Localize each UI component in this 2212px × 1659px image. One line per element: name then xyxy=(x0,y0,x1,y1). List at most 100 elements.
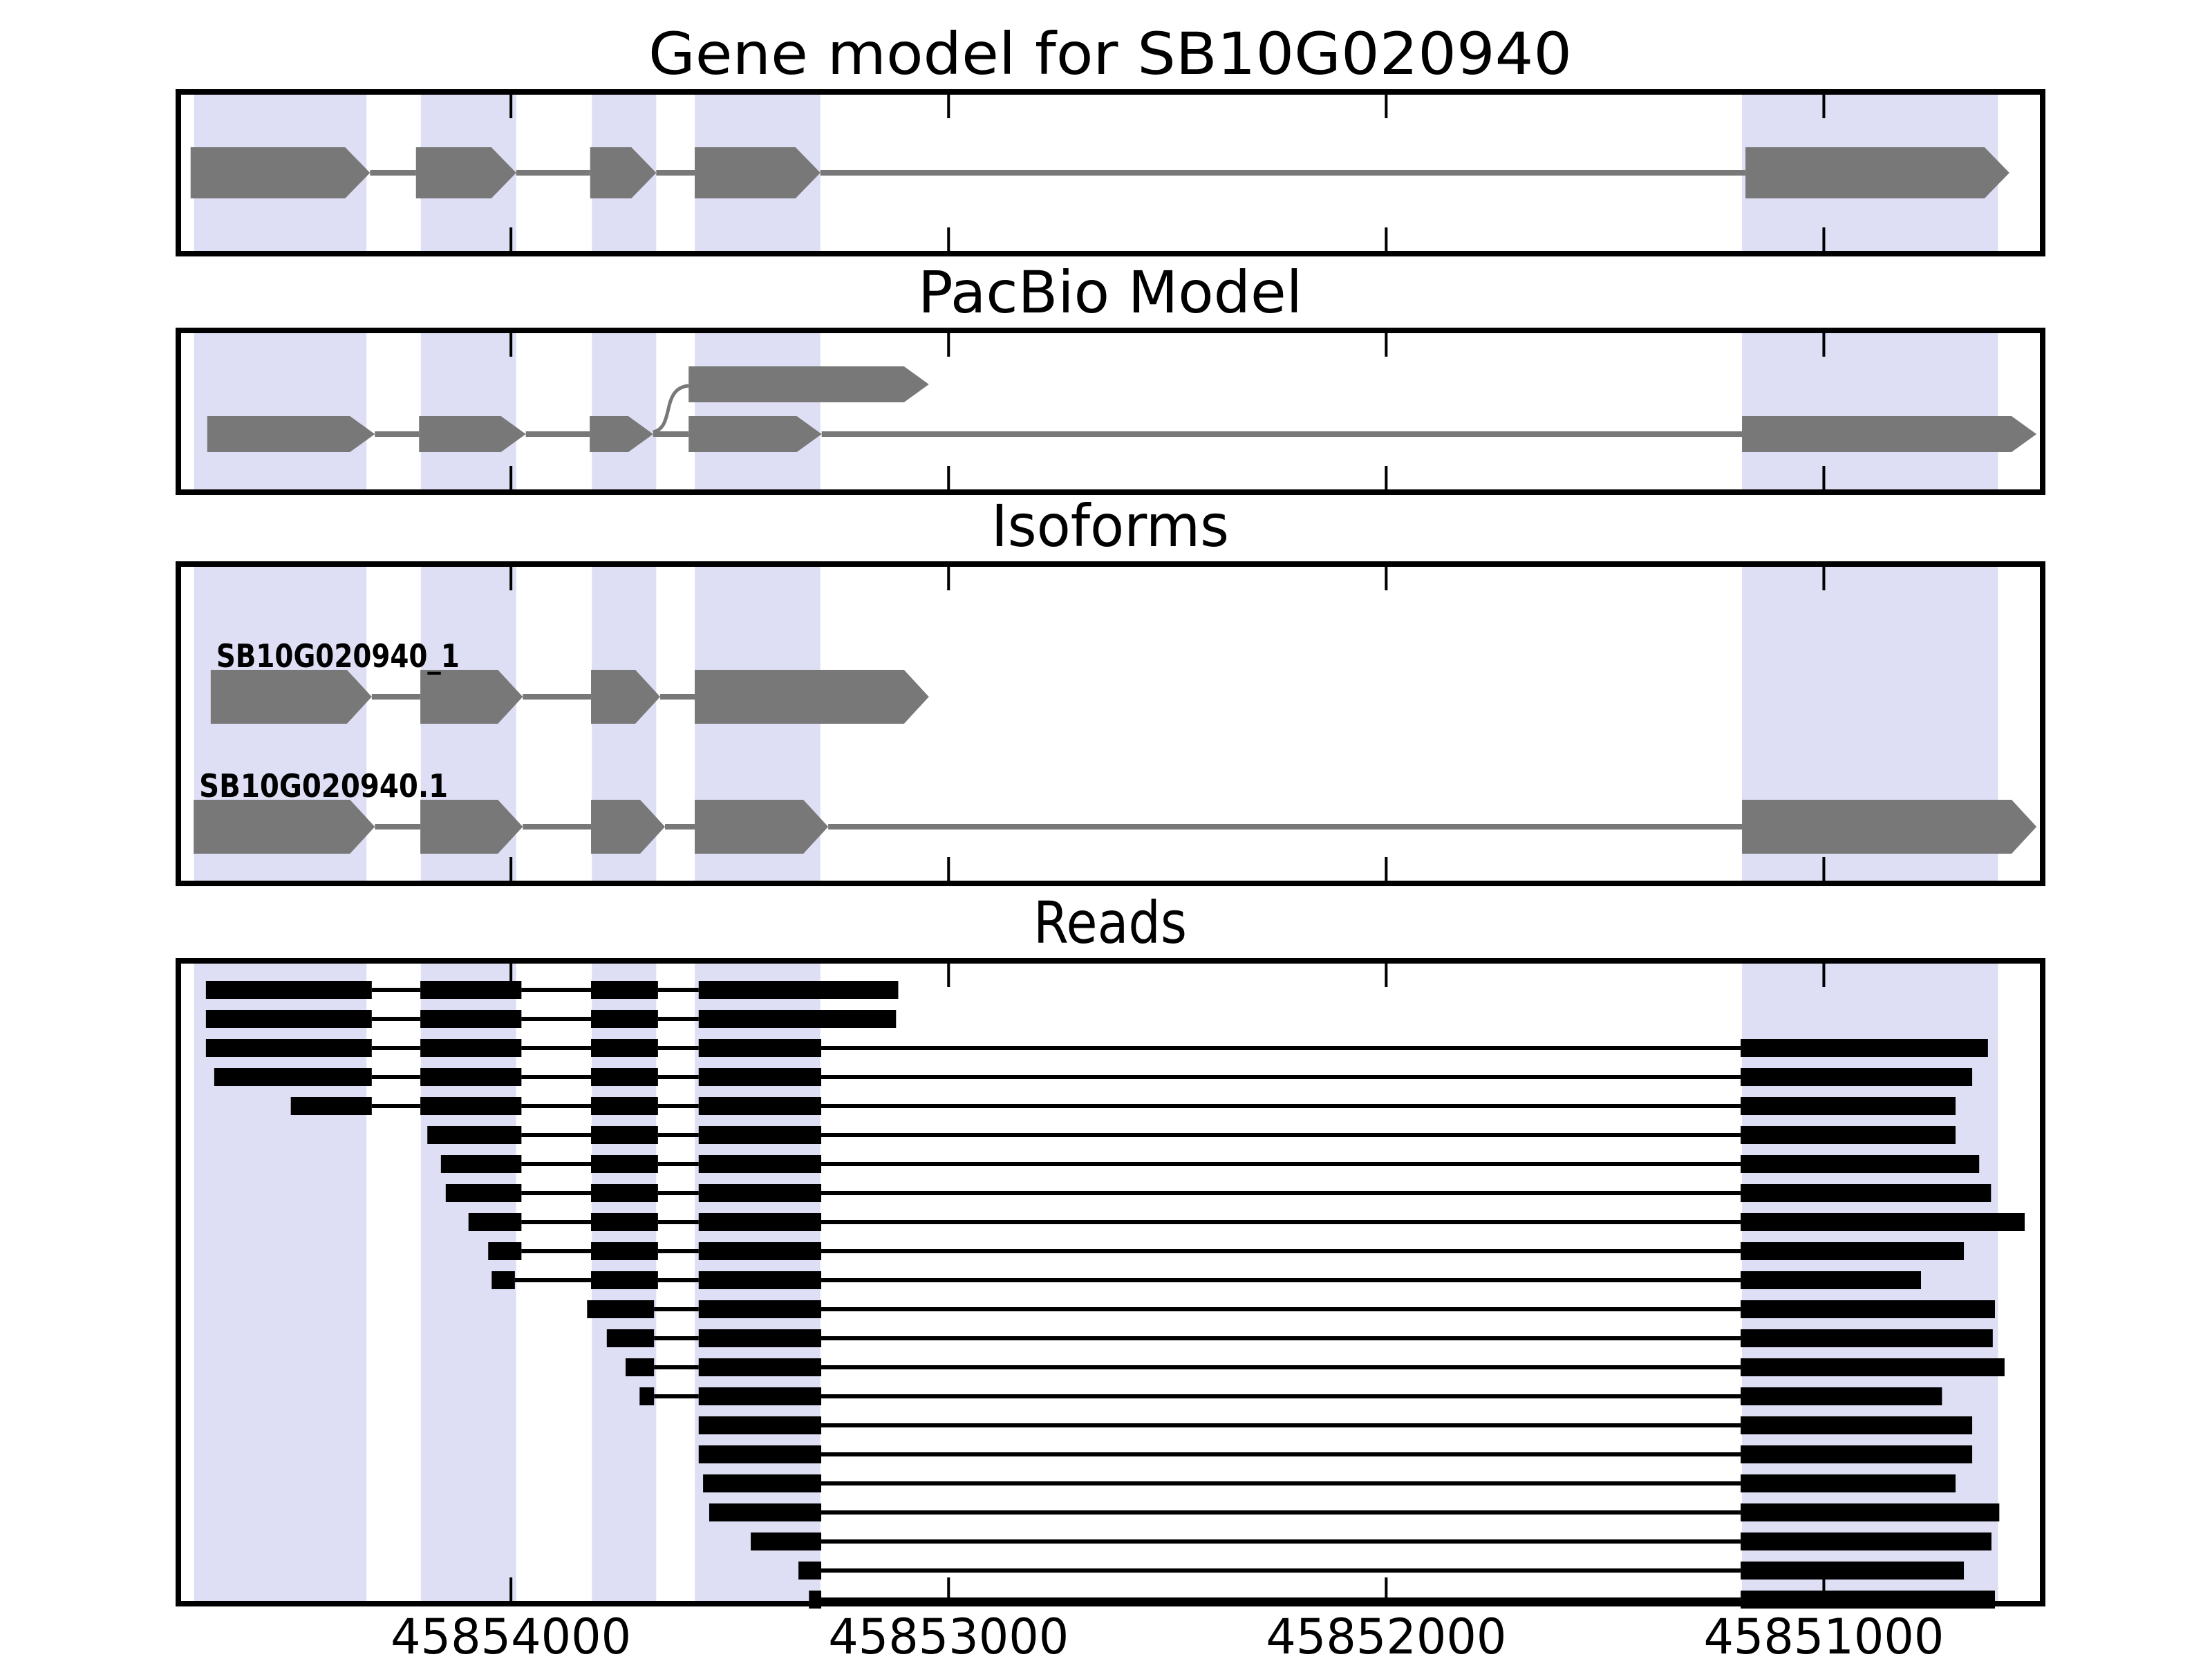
panel-border xyxy=(176,958,2045,1606)
read-row xyxy=(214,1068,1973,1086)
read-block xyxy=(1741,1213,2025,1231)
highlight-band xyxy=(695,333,821,489)
read-row xyxy=(427,1126,1956,1144)
read-block xyxy=(1741,1358,2005,1376)
read-block xyxy=(591,1271,658,1289)
exon xyxy=(1745,147,2009,198)
read-row xyxy=(709,1503,2000,1521)
exon xyxy=(591,800,666,854)
read-block xyxy=(626,1358,655,1376)
exon xyxy=(590,416,653,452)
read-block xyxy=(427,1126,522,1144)
panel-title: PacBio Model xyxy=(918,259,1302,326)
panel-title: Isoforms xyxy=(991,492,1229,560)
read-row xyxy=(205,981,899,999)
exon xyxy=(695,670,929,724)
read-block xyxy=(591,1242,658,1260)
isoform-row: SB10G020940.1 xyxy=(194,767,2037,854)
read-block xyxy=(1741,1503,2000,1521)
read-block xyxy=(698,981,899,999)
exon xyxy=(1742,416,2037,452)
isoform-label: SB10G020940.1 xyxy=(199,767,448,805)
isoforms-track: SB10G020940_1 SB10G020940.1 xyxy=(194,637,2037,854)
read-block xyxy=(591,1039,658,1057)
panel-title: Gene model for SB10G020940 xyxy=(648,20,1572,88)
read-row xyxy=(639,1387,1942,1405)
read-block xyxy=(205,981,372,999)
read-block xyxy=(468,1213,522,1231)
read-block xyxy=(420,1097,522,1115)
read-block xyxy=(420,981,522,999)
read-block xyxy=(751,1533,822,1550)
read-block xyxy=(420,1068,522,1086)
read-block xyxy=(440,1155,522,1173)
gene_model-track xyxy=(190,147,2009,198)
read-block xyxy=(1741,1039,1988,1057)
read-block xyxy=(698,1068,822,1086)
secondary-exon xyxy=(688,366,929,402)
x-axis-labels: 45854000 45853000 45852000 45851000 xyxy=(391,1609,1944,1659)
read-block xyxy=(698,1358,822,1376)
read-block xyxy=(1741,1387,1942,1405)
read-block xyxy=(698,1242,822,1260)
read-block xyxy=(591,1097,658,1115)
read-block xyxy=(205,1039,372,1057)
x-tick-label: 45852000 xyxy=(1266,1609,1506,1659)
exon-highlight-bands xyxy=(194,333,1998,489)
read-block xyxy=(1741,1068,1973,1086)
isoform-label: SB10G020940_1 xyxy=(216,637,460,675)
read-block xyxy=(698,1097,822,1115)
panel-isoforms: Isoforms SB10G020940_1 SB10G020940.1 xyxy=(176,492,2045,886)
read-block xyxy=(591,1010,658,1028)
read-block xyxy=(698,1300,822,1318)
tick-marks xyxy=(509,333,1826,489)
exon xyxy=(591,670,661,724)
read-block xyxy=(591,1213,658,1231)
exon xyxy=(420,800,523,854)
tick-marks xyxy=(509,567,1826,881)
read-row xyxy=(587,1300,1995,1318)
isoform-row: SB10G020940_1 xyxy=(210,637,929,724)
read-block xyxy=(591,1068,658,1086)
read-block xyxy=(591,1126,658,1144)
read-block xyxy=(1741,1126,1956,1144)
tick-marks xyxy=(509,95,1826,251)
panel-border xyxy=(176,328,2045,495)
read-block xyxy=(1741,1474,1956,1492)
read-row xyxy=(491,1271,1921,1289)
read-block xyxy=(698,1213,822,1231)
read-block xyxy=(591,1184,658,1202)
read-block xyxy=(1741,1533,1991,1550)
exon xyxy=(590,147,657,198)
read-block xyxy=(698,1416,822,1434)
read-block xyxy=(420,1010,522,1028)
exon xyxy=(207,416,375,452)
read-row xyxy=(606,1329,1993,1347)
reads-track xyxy=(205,981,2025,1609)
highlight-band xyxy=(420,333,516,489)
exon xyxy=(695,147,821,198)
read-block xyxy=(709,1503,822,1521)
read-block xyxy=(698,1329,822,1347)
read-row xyxy=(290,1097,1956,1115)
panel-gene-model: Gene model for SB10G020940 xyxy=(176,20,2045,256)
exon xyxy=(420,670,523,724)
highlight-band xyxy=(1742,333,1998,489)
read-block xyxy=(1741,1184,1991,1202)
exon xyxy=(688,416,822,452)
alternative-splice-connector xyxy=(653,384,689,434)
read-block xyxy=(1741,1562,1965,1580)
read-row xyxy=(751,1533,1991,1550)
read-block xyxy=(698,1184,822,1202)
read-block xyxy=(698,1387,822,1405)
read-block xyxy=(606,1329,655,1347)
read-block xyxy=(214,1068,372,1086)
exon xyxy=(190,147,371,198)
read-row xyxy=(798,1562,1965,1580)
read-block xyxy=(591,981,658,999)
read-block xyxy=(698,1445,822,1463)
read-block xyxy=(491,1271,515,1289)
read-block xyxy=(1741,1097,1956,1115)
read-block xyxy=(1741,1445,1973,1463)
